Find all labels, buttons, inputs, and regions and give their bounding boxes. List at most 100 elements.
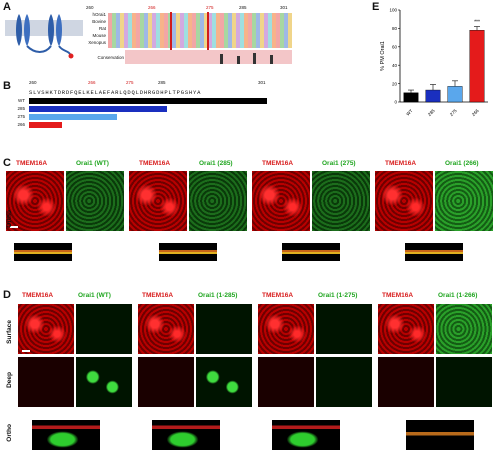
seq-pos-end: 301	[258, 80, 266, 85]
x-tick-label: 285	[427, 108, 436, 117]
align-pos-266: 266	[148, 5, 156, 10]
seq-pos-285: 285	[158, 80, 166, 85]
align-pos-285: 285	[239, 5, 247, 10]
truncation-row-label: WT	[18, 98, 25, 103]
sequence-alignment	[108, 13, 292, 48]
ortho-image	[152, 420, 220, 450]
micrograph-red	[129, 171, 187, 231]
panel-label-e: E	[372, 1, 380, 13]
panel-c-images: TMEM16A Orai1 (WT) TMEM16A Orai1 (285) TMEM1…	[6, 160, 498, 280]
significance-annotation: ***	[474, 20, 480, 26]
y-tick-label: 40	[392, 63, 398, 68]
truncation-bar	[29, 114, 118, 120]
micrograph-red	[6, 171, 64, 231]
channel-label-green: Orai1 (266)	[445, 160, 479, 167]
ortho-image	[159, 243, 217, 261]
align-pos-275: 275	[206, 5, 214, 10]
channel-label-green: Orai1 (275)	[322, 160, 356, 167]
species-label: Mouse	[92, 33, 106, 38]
y-tick-label: 20	[392, 81, 398, 86]
deep-red-image	[138, 357, 194, 407]
truncation-bar	[29, 122, 63, 128]
bar	[403, 92, 419, 103]
surface-red-image	[378, 304, 434, 354]
channel-label-red: TMEM16A	[262, 160, 294, 167]
species-label: Rat	[98, 26, 106, 31]
ortho-image	[405, 243, 463, 261]
x-tick-label: 266	[471, 108, 480, 117]
deep-red-image	[378, 357, 434, 407]
panel-d-images: TMEM16A Orai1 (WT) TMEM16A Orai1 (1-285) TME…	[18, 292, 498, 457]
channel-label-red: TMEM16A	[142, 292, 174, 299]
panel-label-b: B	[3, 80, 11, 92]
truncation-bar	[29, 98, 267, 104]
truncation-row-label: 266	[17, 122, 25, 127]
y-axis-label: % PM Orai1	[380, 41, 386, 71]
conservation-label: Conservation	[97, 55, 124, 60]
channel-label-green: Orai1 (285)	[199, 160, 233, 167]
panel-label-c: C	[3, 157, 11, 169]
surface-green-image	[316, 304, 372, 354]
channel-label-red: TMEM16A	[385, 160, 417, 167]
channel-label-green: Orai1 (WT)	[76, 160, 109, 167]
sequence-text: SLVSHKTDRDFQELKELAEFARLQDQLDHRGDHPLTPGSH…	[29, 89, 202, 96]
deep-green-image	[316, 357, 372, 407]
channel-label-green: Orai1 (1-285)	[198, 292, 238, 299]
species-label: hOrai1	[92, 12, 106, 17]
micrograph-green	[435, 171, 493, 231]
ortho-label-d: Ortho	[6, 424, 13, 442]
align-pos-260: 260	[86, 5, 94, 10]
surface-red-image	[18, 304, 74, 354]
conservation-bar-area	[125, 50, 292, 64]
deep-red-image	[18, 357, 74, 407]
seq-pos-275: 275	[126, 80, 134, 85]
micrograph-red	[375, 171, 433, 231]
ortho-label: Ortho	[6, 210, 13, 228]
channel-label-red: TMEM16A	[22, 292, 54, 299]
orai1-topology-diagram	[5, 14, 83, 59]
channel-label-green: Orai1 (WT)	[78, 292, 111, 299]
micrograph-green	[312, 171, 370, 231]
micrograph-red	[252, 171, 310, 231]
seq-pos-start: 260	[29, 80, 37, 85]
alignment-marker-266	[170, 12, 172, 50]
ortho-image	[406, 420, 474, 450]
deep-green-image	[76, 357, 132, 407]
alignment-marker-275	[207, 12, 209, 50]
panel-label-a: A	[3, 1, 11, 13]
surface-label: Surface	[6, 320, 13, 344]
surface-green-image	[196, 304, 252, 354]
deep-red-image	[258, 357, 314, 407]
channel-label-red: TMEM16A	[16, 160, 48, 167]
channel-label-green: Orai1 (1-266)	[438, 292, 478, 299]
channel-label-green: Orai1 (1-275)	[318, 292, 358, 299]
deep-label: Deep	[6, 372, 13, 388]
scale-bar	[10, 226, 18, 228]
micrograph-green	[66, 171, 124, 231]
y-tick-label: 100	[389, 8, 397, 13]
channel-label-red: TMEM16A	[139, 160, 171, 167]
ortho-image	[32, 420, 100, 450]
bar	[425, 89, 441, 103]
deep-green-image	[196, 357, 252, 407]
deep-green-image	[436, 357, 492, 407]
species-label: Bovine	[92, 19, 106, 24]
pm-orai1-bar-chart: 0 20 40 60 80 100 % PM Orai1 WT 285 275 266 ***	[380, 8, 488, 117]
ortho-image	[272, 420, 340, 450]
align-pos-301: 301	[280, 5, 288, 10]
ortho-image	[282, 243, 340, 261]
x-tick-label: WT	[405, 108, 414, 117]
truncation-bar	[29, 106, 168, 112]
panel-label-d: D	[3, 289, 11, 301]
y-tick-label: 80	[392, 26, 398, 31]
seq-pos-266: 266	[88, 80, 96, 85]
channel-label-red: TMEM16A	[382, 292, 414, 299]
surface-red-image	[138, 304, 194, 354]
scale-bar	[22, 350, 30, 352]
surface-red-image	[258, 304, 314, 354]
species-label: Xenopus	[88, 40, 106, 45]
bar	[469, 30, 485, 103]
channel-label-red: TMEM16A	[262, 292, 294, 299]
micrograph-green	[189, 171, 247, 231]
bar	[447, 86, 463, 103]
